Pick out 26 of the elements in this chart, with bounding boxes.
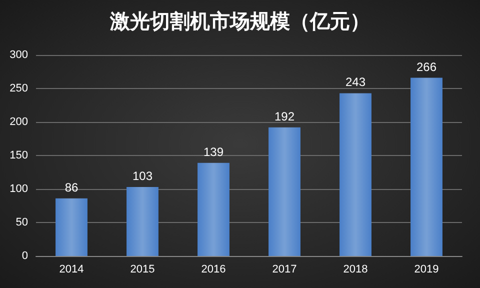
x-tick-label: 2019 [414, 264, 439, 276]
y-tick-label: 50 [16, 216, 28, 228]
bar [340, 93, 372, 256]
data-label: 266 [416, 60, 437, 74]
y-tick-label: 300 [10, 49, 28, 61]
y-tick-label: 200 [10, 116, 28, 128]
x-tick-label: 2018 [343, 264, 368, 276]
bar [56, 198, 88, 256]
data-label: 86 [64, 180, 78, 194]
y-tick-label: 250 [10, 82, 28, 94]
data-label: 192 [274, 109, 295, 124]
x-tick-label: 2016 [201, 264, 226, 276]
x-tick-label: 2015 [130, 264, 155, 276]
bar [410, 78, 442, 256]
chart-title: 激光切割机市场规模（亿元） [109, 9, 370, 33]
x-tick-label: 2017 [272, 264, 297, 276]
data-label: 103 [132, 168, 153, 183]
y-tick-label: 100 [10, 183, 28, 195]
bar [268, 127, 300, 256]
bar [198, 162, 230, 256]
y-tick-label: 0 [22, 250, 28, 262]
x-tick-label: 2014 [59, 264, 84, 276]
data-label: 139 [203, 144, 224, 159]
data-label: 243 [345, 75, 366, 90]
y-tick-label: 150 [10, 150, 28, 162]
bar [126, 186, 158, 256]
